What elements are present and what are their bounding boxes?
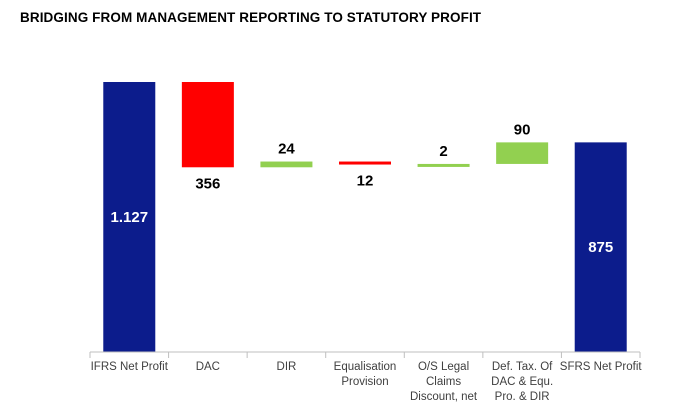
category-labels: IFRS Net Profit DAC DIR Equalisation Provisi… (91, 361, 643, 403)
category-label: DAC (196, 361, 220, 373)
value-label: 875 (588, 239, 613, 256)
bar-increase (260, 161, 313, 168)
category-label: Equalisation Provision (334, 361, 397, 388)
category-label: Def. Tax. Of DAC & Equ. Pro. & DIR (491, 361, 553, 403)
bar-increase (417, 163, 470, 167)
value-label: 356 (195, 175, 220, 192)
category-label: DIR (277, 361, 297, 373)
x-axis (89, 351, 641, 358)
value-label: 12 (357, 172, 374, 189)
category-label: IFRS Net Profit (91, 361, 169, 373)
value-label: 24 (278, 141, 295, 158)
bar-total (103, 82, 156, 352)
bar-decrease (181, 82, 234, 168)
value-label: 90 (514, 121, 531, 138)
chart-title: BRIDGING FROM MANAGEMENT REPORTING TO ST… (20, 10, 482, 25)
category-label: O/S Legal Claims Discount, net (410, 361, 478, 403)
bar-increase (496, 142, 549, 164)
bars-group (103, 82, 627, 352)
category-label: SFRS Net Profit (560, 361, 643, 373)
bar-total (574, 142, 627, 352)
bar-decrease (339, 161, 391, 165)
value-labels: 1.127 356 24 12 2 90 875 (111, 121, 614, 256)
value-label: 2 (439, 143, 447, 160)
value-label: 1.127 (111, 209, 149, 226)
